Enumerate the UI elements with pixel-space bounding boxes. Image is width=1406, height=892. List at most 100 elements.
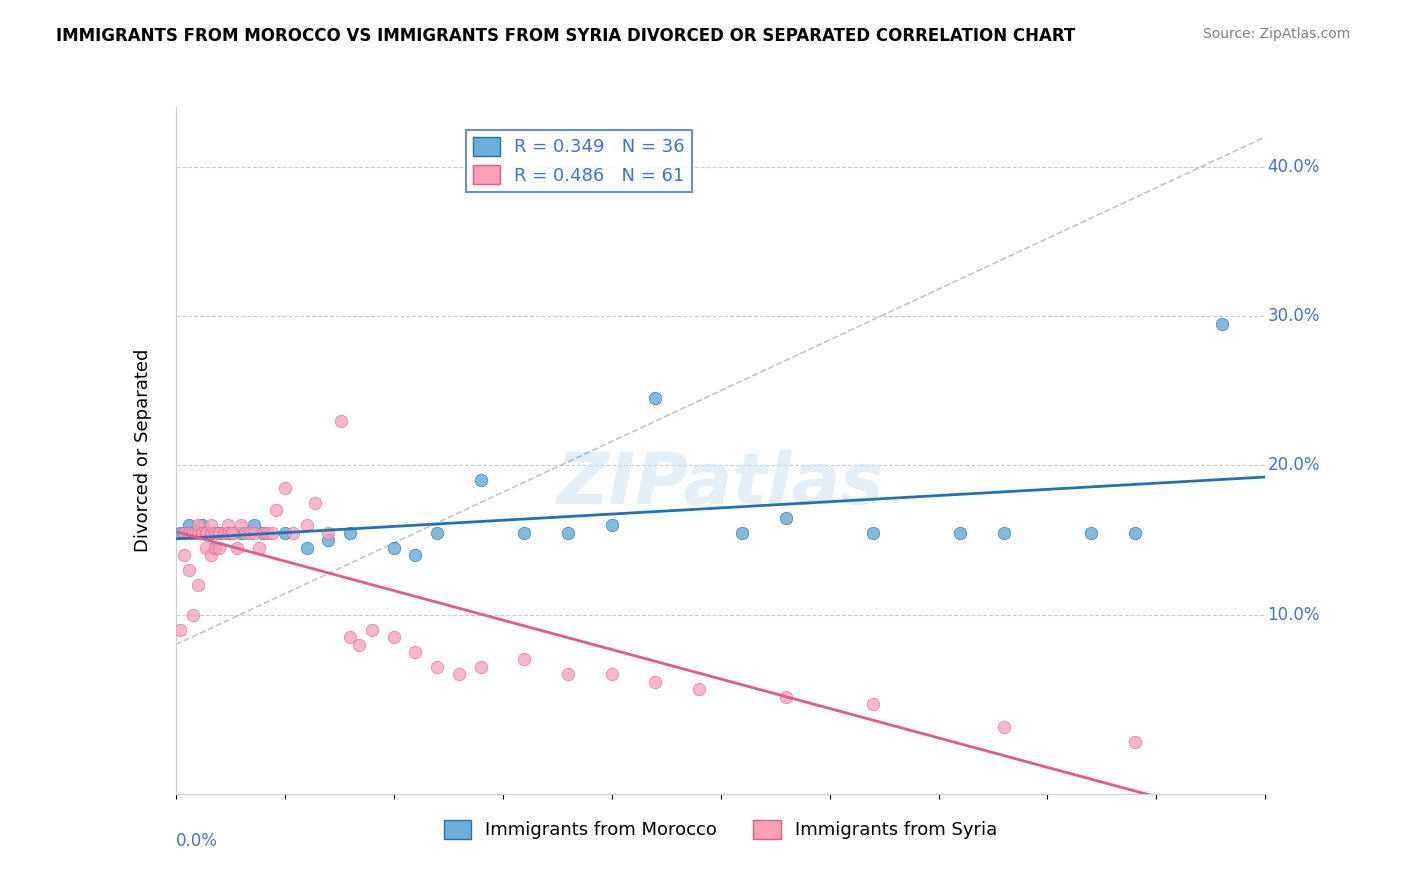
Immigrants from Syria — [177, 525, 200, 540]
Immigrants from Morocco — [200, 525, 222, 540]
Immigrants from Syria — [212, 525, 235, 540]
Immigrants from Morocco — [993, 525, 1015, 540]
Immigrants from Syria — [405, 645, 427, 659]
Immigrants from Syria — [862, 698, 884, 712]
Immigrants from Morocco — [1080, 525, 1102, 540]
Immigrants from Syria — [993, 720, 1015, 734]
Immigrants from Morocco — [217, 525, 239, 540]
Immigrants from Morocco — [173, 525, 195, 540]
Immigrants from Syria — [513, 652, 536, 666]
Immigrants from Syria — [177, 563, 200, 577]
Text: 0.0%: 0.0% — [176, 831, 218, 850]
Immigrants from Morocco — [195, 525, 218, 540]
Immigrants from Morocco — [1123, 525, 1146, 540]
Immigrants from Syria — [256, 525, 278, 540]
Immigrants from Morocco — [191, 518, 214, 533]
Immigrants from Syria — [200, 518, 222, 533]
Immigrants from Syria — [221, 525, 243, 540]
Immigrants from Syria — [217, 518, 239, 533]
Immigrants from Syria — [243, 525, 266, 540]
Immigrants from Morocco — [600, 518, 623, 533]
Immigrants from Syria — [239, 525, 262, 540]
Immigrants from Morocco — [208, 525, 231, 540]
Immigrants from Syria — [347, 638, 370, 652]
Immigrants from Syria — [247, 541, 270, 555]
Immigrants from Syria — [274, 481, 297, 495]
Text: 40.0%: 40.0% — [1268, 158, 1320, 176]
Immigrants from Syria — [173, 525, 195, 540]
Immigrants from Syria — [208, 541, 231, 555]
Immigrants from Syria — [200, 548, 222, 562]
Immigrants from Morocco — [862, 525, 884, 540]
Immigrants from Syria — [447, 667, 470, 681]
Immigrants from Syria — [1123, 734, 1146, 748]
Y-axis label: Divorced or Separated: Divorced or Separated — [134, 349, 152, 552]
Immigrants from Morocco — [295, 541, 318, 555]
Immigrants from Syria — [191, 525, 214, 540]
Immigrants from Syria — [195, 541, 218, 555]
Immigrants from Syria — [181, 525, 204, 540]
Immigrants from Syria — [252, 525, 274, 540]
Immigrants from Morocco — [318, 533, 340, 547]
Text: 10.0%: 10.0% — [1268, 606, 1320, 624]
Immigrants from Morocco — [204, 541, 226, 555]
Immigrants from Syria — [204, 525, 226, 540]
Text: IMMIGRANTS FROM MOROCCO VS IMMIGRANTS FROM SYRIA DIVORCED OR SEPARATED CORRELATI: IMMIGRANTS FROM MOROCCO VS IMMIGRANTS FR… — [56, 27, 1076, 45]
Immigrants from Syria — [264, 503, 287, 517]
Immigrants from Syria — [186, 578, 209, 592]
Immigrants from Morocco — [1211, 317, 1233, 331]
Immigrants from Syria — [339, 630, 361, 644]
Immigrants from Syria — [208, 525, 231, 540]
Immigrants from Syria — [195, 525, 218, 540]
Immigrants from Syria — [304, 496, 326, 510]
Immigrants from Syria — [600, 667, 623, 681]
Text: Source: ZipAtlas.com: Source: ZipAtlas.com — [1202, 27, 1350, 41]
Text: ZIPatlas: ZIPatlas — [557, 450, 884, 519]
Immigrants from Syria — [204, 541, 226, 555]
Immigrants from Syria — [173, 548, 195, 562]
Immigrants from Syria — [169, 623, 191, 637]
Immigrants from Syria — [235, 525, 257, 540]
Immigrants from Syria — [221, 525, 243, 540]
Immigrants from Morocco — [949, 525, 972, 540]
Immigrants from Syria — [295, 518, 318, 533]
Legend: R = 0.349   N = 36, R = 0.486   N = 61: R = 0.349 N = 36, R = 0.486 N = 61 — [465, 130, 692, 192]
Immigrants from Syria — [231, 518, 253, 533]
Immigrants from Syria — [330, 414, 353, 428]
Immigrants from Morocco — [169, 525, 191, 540]
Immigrants from Syria — [217, 525, 239, 540]
Immigrants from Morocco — [252, 525, 274, 540]
Immigrants from Syria — [260, 525, 283, 540]
Immigrants from Morocco — [405, 548, 427, 562]
Immigrants from Syria — [225, 541, 247, 555]
Immigrants from Syria — [775, 690, 797, 704]
Immigrants from Syria — [382, 630, 405, 644]
Immigrants from Syria — [470, 660, 492, 674]
Immigrants from Syria — [191, 525, 214, 540]
Immigrants from Syria — [208, 525, 231, 540]
Immigrants from Syria — [200, 525, 222, 540]
Immigrants from Morocco — [177, 518, 200, 533]
Immigrants from Morocco — [274, 525, 297, 540]
Immigrants from Morocco — [731, 525, 754, 540]
Immigrants from Morocco — [775, 510, 797, 524]
Text: 30.0%: 30.0% — [1268, 307, 1320, 325]
Immigrants from Morocco — [644, 391, 666, 405]
Immigrants from Syria — [195, 525, 218, 540]
Immigrants from Morocco — [243, 518, 266, 533]
Immigrants from Syria — [186, 525, 209, 540]
Immigrants from Syria — [360, 623, 382, 637]
Immigrants from Morocco — [513, 525, 536, 540]
Text: 20.0%: 20.0% — [1268, 457, 1320, 475]
Immigrants from Syria — [181, 607, 204, 622]
Immigrants from Morocco — [181, 525, 204, 540]
Immigrants from Syria — [557, 667, 579, 681]
Immigrants from Syria — [186, 518, 209, 533]
Immigrants from Morocco — [186, 525, 209, 540]
Immigrants from Syria — [426, 660, 449, 674]
Immigrants from Syria — [688, 682, 710, 697]
Immigrants from Morocco — [382, 541, 405, 555]
Immigrants from Morocco — [231, 525, 253, 540]
Immigrants from Morocco — [557, 525, 579, 540]
Immigrants from Syria — [644, 674, 666, 689]
